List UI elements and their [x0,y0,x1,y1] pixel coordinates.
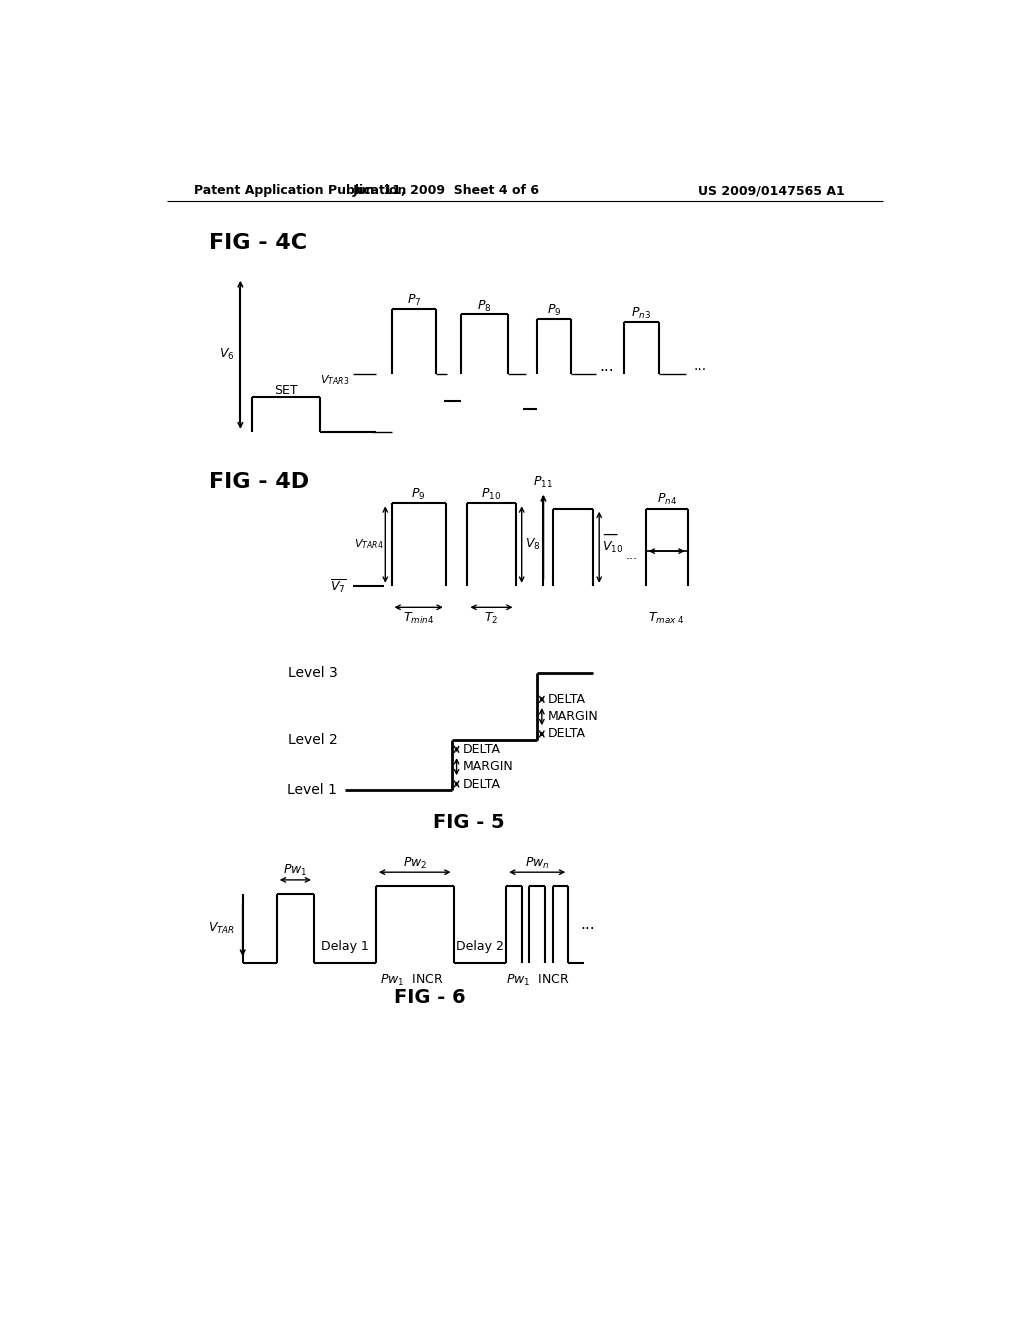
Text: Level 3: Level 3 [288,665,337,680]
Text: $Pw_2$: $Pw_2$ [402,855,427,870]
Text: ...: ... [626,549,638,562]
Text: SET: SET [274,384,298,397]
Text: ...: ... [600,359,614,374]
Text: $P_{11}$: $P_{11}$ [534,475,553,490]
Text: Level 2: Level 2 [288,733,337,747]
Text: $V_{10}$: $V_{10}$ [602,540,624,554]
Text: DELTA: DELTA [463,777,501,791]
Text: Jun. 11, 2009  Sheet 4 of 6: Jun. 11, 2009 Sheet 4 of 6 [352,185,540,197]
Text: $P_{n4}$: $P_{n4}$ [656,492,677,507]
Text: MARGIN: MARGIN [548,710,599,723]
Text: $P_9$: $P_9$ [547,304,561,318]
Text: —: — [602,527,617,541]
Text: ...: ... [581,917,595,932]
Text: FIG - 4D: FIG - 4D [209,471,309,492]
Text: $P_9$: $P_9$ [412,487,426,502]
Text: $Pw_1$  INCR: $Pw_1$ INCR [506,973,570,987]
Text: FIG - 6: FIG - 6 [394,989,466,1007]
Text: $P_{n3}$: $P_{n3}$ [631,306,651,322]
Text: FIG - 4C: FIG - 4C [209,234,307,253]
Text: DELTA: DELTA [548,727,586,741]
Text: FIG - 5: FIG - 5 [433,813,505,832]
Text: Patent Application Publication: Patent Application Publication [194,185,407,197]
Text: Delay 2: Delay 2 [456,940,504,953]
Text: $V_6$: $V_6$ [218,347,234,362]
Text: $\overline{V_7}$: $\overline{V_7}$ [330,577,346,594]
Text: Level 1: Level 1 [288,783,337,797]
Text: $P_{10}$: $P_{10}$ [481,487,502,502]
Text: $P_8$: $P_8$ [477,298,492,314]
Text: DELTA: DELTA [463,743,501,756]
Text: DELTA: DELTA [548,693,586,706]
Text: ...: ... [693,359,707,374]
Text: $V_8$: $V_8$ [524,537,541,552]
Text: $V_{TAR}$: $V_{TAR}$ [208,921,234,936]
Text: Delay 1: Delay 1 [322,940,369,953]
Text: $T_2$: $T_2$ [484,611,499,626]
Text: $Pw_1$: $Pw_1$ [284,863,307,878]
Text: $V_{TAR4}$: $V_{TAR4}$ [354,537,384,552]
Text: $V_{TAR3}$: $V_{TAR3}$ [319,374,349,387]
Text: MARGIN: MARGIN [463,760,514,774]
Text: $P_7$: $P_7$ [407,293,421,309]
Text: $T_{max\ 4}$: $T_{max\ 4}$ [648,611,685,626]
Text: $Pw_1$  INCR: $Pw_1$ INCR [380,973,443,987]
Text: $Pw_n$: $Pw_n$ [525,855,550,870]
Text: $T_{min4}$: $T_{min4}$ [403,611,434,626]
Text: US 2009/0147565 A1: US 2009/0147565 A1 [698,185,845,197]
